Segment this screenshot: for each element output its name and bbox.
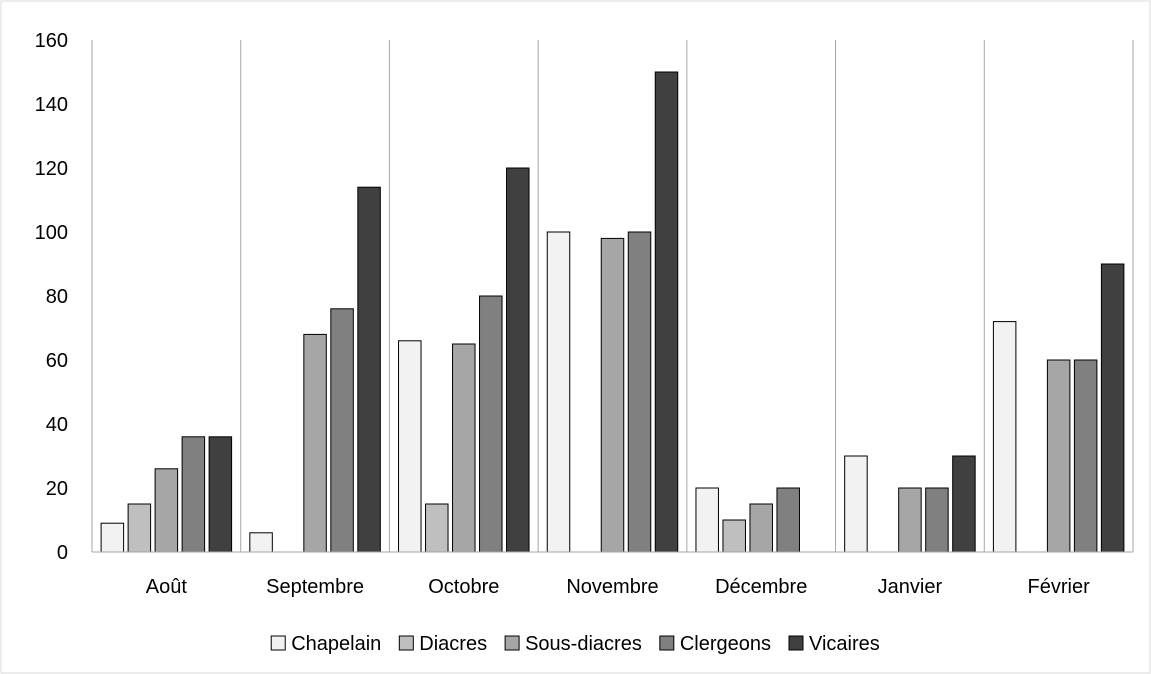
bar [425,503,449,553]
bar [1046,359,1071,553]
legend-item: Clergeons [659,633,771,655]
axes-group [91,40,1133,553]
x-tick-label: Septembre [266,576,364,598]
legend-swatch [659,635,675,651]
bar [952,455,976,553]
bar [330,308,354,553]
bar [925,487,949,553]
legend-label: Chapelain [291,633,381,655]
x-tick-label: Novembre [566,576,658,598]
bar [452,343,476,553]
y-tick-label: 100 [35,222,68,244]
y-tick-label: 20 [46,478,68,500]
bar [776,487,800,553]
bar [398,340,422,553]
bar [722,519,746,553]
x-tick-label: Août [146,576,188,598]
x-tick-label: Octobre [428,576,499,598]
bars-group [100,71,1125,553]
bar [1073,359,1098,553]
legend-label: Diacres [419,633,487,655]
legend-swatch [504,635,520,651]
legend-label: Vicaires [809,633,880,655]
x-tick-label: Février [1028,576,1091,598]
legend: Chapelain Diacres Sous-diacres Clergeons Vic… [270,633,880,655]
bar [1100,263,1125,553]
bar [154,468,179,553]
bar [546,231,571,553]
category-separators [240,40,1134,552]
legend-swatch [398,635,414,651]
bar [898,487,922,553]
x-axis-tick-labels: Août Septembre Octobre Novembre Décembre Janv… [146,576,1090,598]
y-axis-tick-labels: 0 20 40 60 80 100 120 140 160 [35,30,68,564]
y-tick-label: 80 [46,286,68,308]
y-tick-label: 60 [46,350,68,372]
bar [627,231,652,553]
bar [208,436,233,553]
y-tick-label: 40 [46,414,68,436]
bar [695,487,719,553]
bar [127,503,152,553]
bar [249,532,273,553]
bar [181,436,206,553]
y-tick-label: 120 [35,158,68,180]
y-tick-label: 160 [35,30,68,52]
legend-label: Sous-diacres [525,633,642,655]
legend-item: Chapelain [270,633,381,655]
legend-item: Sous-diacres [504,633,642,655]
bar [844,455,868,553]
bar [100,522,125,553]
bar [654,71,679,553]
y-tick-label: 140 [35,94,68,116]
bar [749,503,773,553]
legend-item: Vicaires [788,633,880,655]
bar [600,237,625,553]
bar [357,186,381,553]
y-tick-label: 0 [57,542,68,564]
x-tick-label: Janvier [878,576,943,598]
x-tick-label: Décembre [715,576,807,598]
legend-label: Clergeons [680,633,771,655]
legend-swatch [270,635,286,651]
bar [303,333,327,553]
legend-item: Diacres [398,633,487,655]
legend-swatch [788,635,804,651]
bar [506,167,530,553]
bar [992,321,1017,553]
bar [479,295,503,553]
